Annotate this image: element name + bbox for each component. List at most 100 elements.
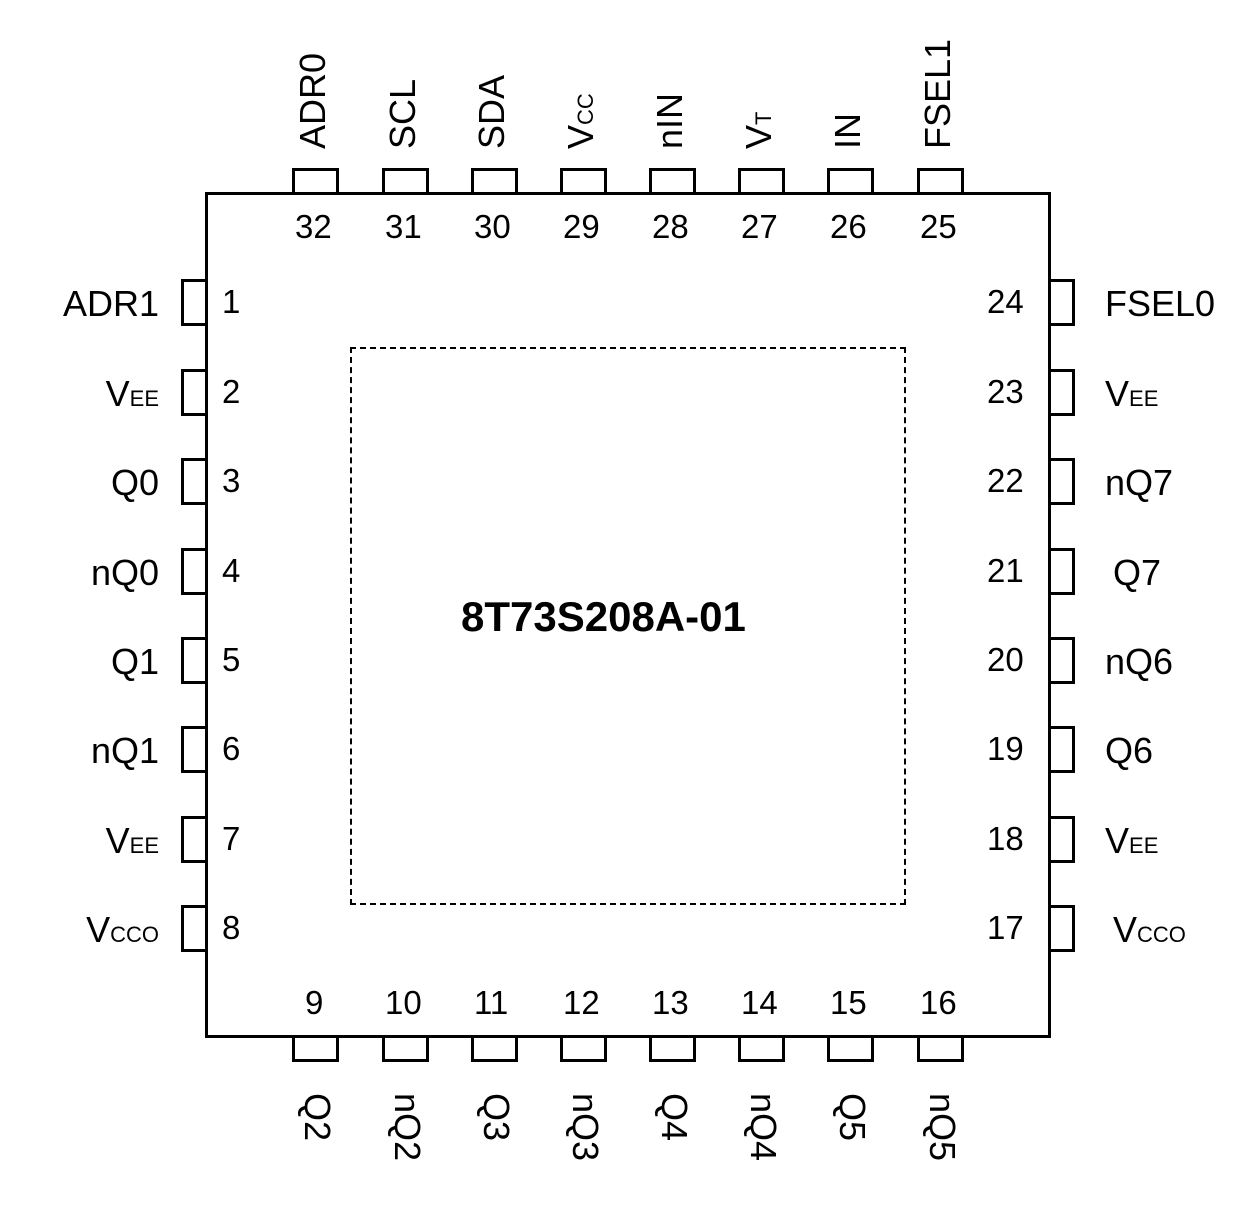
pin-tab-11	[471, 1035, 518, 1062]
pin-name-21: Q7	[1113, 555, 1161, 591]
pin-number-20: 20	[987, 641, 1024, 678]
pin-tab-24	[1048, 279, 1075, 326]
pin-name-7: VEE	[106, 823, 159, 859]
pin-name-subscript: CC	[573, 93, 598, 125]
pin-name-16: nQ5	[922, 1093, 963, 1162]
pin-tab-19	[1048, 726, 1075, 773]
pin-number-25: 25	[920, 208, 957, 245]
pin-name-23: VEE	[1105, 376, 1158, 412]
pin-tab-26	[827, 168, 874, 195]
pin-tab-25	[917, 168, 964, 195]
pin-number-2: 2	[222, 373, 241, 410]
pin-number-23: 23	[987, 373, 1024, 410]
pin-tab-12	[560, 1035, 607, 1062]
pin-number-19: 19	[987, 730, 1024, 767]
pin-tab-22	[1048, 458, 1075, 505]
pin-name-text: nQ6	[1105, 641, 1174, 682]
pin-name-3: Q0	[111, 465, 159, 501]
pin-number-28: 28	[652, 208, 689, 245]
pin-number-21: 21	[987, 552, 1024, 589]
pin-name-text: V	[1105, 373, 1130, 414]
pin-tab-8	[181, 905, 208, 952]
pin-name-19: Q6	[1105, 733, 1153, 769]
pin-number-29: 29	[563, 208, 600, 245]
pin-name-20: nQ6	[1105, 644, 1173, 680]
pin-name-25: FSEL1	[917, 39, 958, 149]
pin-name-text: V	[86, 909, 111, 950]
pin-name-17: VCCO	[1113, 912, 1186, 948]
pin-name-text: V	[560, 124, 601, 149]
pin-number-26: 26	[830, 208, 867, 245]
pin-number-22: 22	[987, 462, 1024, 499]
pin-number-15: 15	[830, 984, 867, 1021]
pin-name-15: Q5	[832, 1093, 873, 1141]
pin-name-subscript: EE	[129, 386, 159, 411]
pin-number-11: 11	[474, 984, 509, 1021]
pin-name-2: VEE	[106, 376, 159, 412]
pin-name-12: nQ3	[565, 1093, 606, 1161]
pin-name-9: Q2	[297, 1093, 338, 1142]
pin-name-text: ADR1	[62, 283, 159, 324]
pin-name-26: IN	[827, 113, 868, 149]
pin-name-text: IN	[827, 113, 868, 149]
pin-tab-17	[1048, 905, 1075, 952]
pin-name-8: VCCO	[86, 912, 159, 948]
pin-name-24: FSEL0	[1105, 286, 1215, 322]
pin-tab-5	[181, 637, 208, 684]
pin-name-text: SDA	[471, 74, 512, 149]
pin-name-text: V	[1113, 909, 1138, 950]
pin-tab-20	[1048, 637, 1075, 684]
pin-name-22: nQ7	[1105, 465, 1173, 501]
pin-tab-27	[738, 168, 785, 195]
pin-number-4: 4	[222, 552, 241, 589]
pin-name-6: nQ1	[91, 733, 159, 769]
pin-name-31: SCL	[382, 78, 423, 149]
pin-name-32: ADR0	[292, 52, 333, 149]
pin-name-text: V	[738, 124, 779, 149]
pin-name-27: VT	[738, 111, 779, 149]
pin-name-text: nQ4	[743, 1093, 784, 1162]
pin-tab-7	[181, 816, 208, 863]
pin-tab-9	[292, 1035, 339, 1062]
pin-tab-4	[181, 548, 208, 595]
pin-name-subscript: EE	[1129, 833, 1159, 858]
pin-name-4: nQ0	[91, 555, 159, 591]
pin-name-text: FSEL0	[1105, 283, 1216, 324]
pin-name-29: VCC	[560, 93, 601, 149]
pin-name-text: nQ0	[90, 552, 159, 593]
pin-number-24: 24	[987, 283, 1024, 320]
pin-name-subscript: EE	[1129, 386, 1159, 411]
pin-number-16: 16	[920, 984, 957, 1021]
pin-number-3: 3	[222, 462, 241, 499]
pin-number-9: 9	[305, 984, 324, 1021]
pin-tab-29	[560, 168, 607, 195]
pin-name-5: Q1	[111, 644, 159, 680]
pin-name-text: Q4	[654, 1093, 695, 1142]
pin-tab-21	[1048, 548, 1075, 595]
pin-tab-28	[649, 168, 696, 195]
chip-body	[205, 192, 1051, 1038]
pin-tab-18	[1048, 816, 1075, 863]
pin-name-text: nQ5	[922, 1093, 963, 1162]
pin-number-18: 18	[987, 820, 1024, 857]
pin-number-12: 12	[563, 984, 600, 1021]
pin-name-text: SCL	[382, 78, 423, 149]
pin-tab-15	[827, 1035, 874, 1062]
pin-name-text: nIN	[649, 92, 690, 149]
pin-name-subscript: T	[751, 111, 776, 125]
pin-number-10: 10	[385, 984, 422, 1021]
pin-number-5: 5	[222, 641, 241, 678]
pin-name-text: ADR0	[292, 52, 333, 149]
pin-tab-32	[292, 168, 339, 195]
pin-number-17: 17	[987, 909, 1024, 946]
pin-tab-3	[181, 458, 208, 505]
pin-tab-6	[181, 726, 208, 773]
pin-name-subscript: CCO	[110, 922, 159, 947]
pin-name-text: Q2	[297, 1093, 338, 1142]
pin-number-1: 1	[222, 283, 241, 320]
pin-number-27: 27	[741, 208, 778, 245]
pin-name-28: nIN	[649, 92, 690, 149]
pin-name-text: V	[1105, 820, 1130, 861]
pin-name-text: V	[105, 373, 130, 414]
